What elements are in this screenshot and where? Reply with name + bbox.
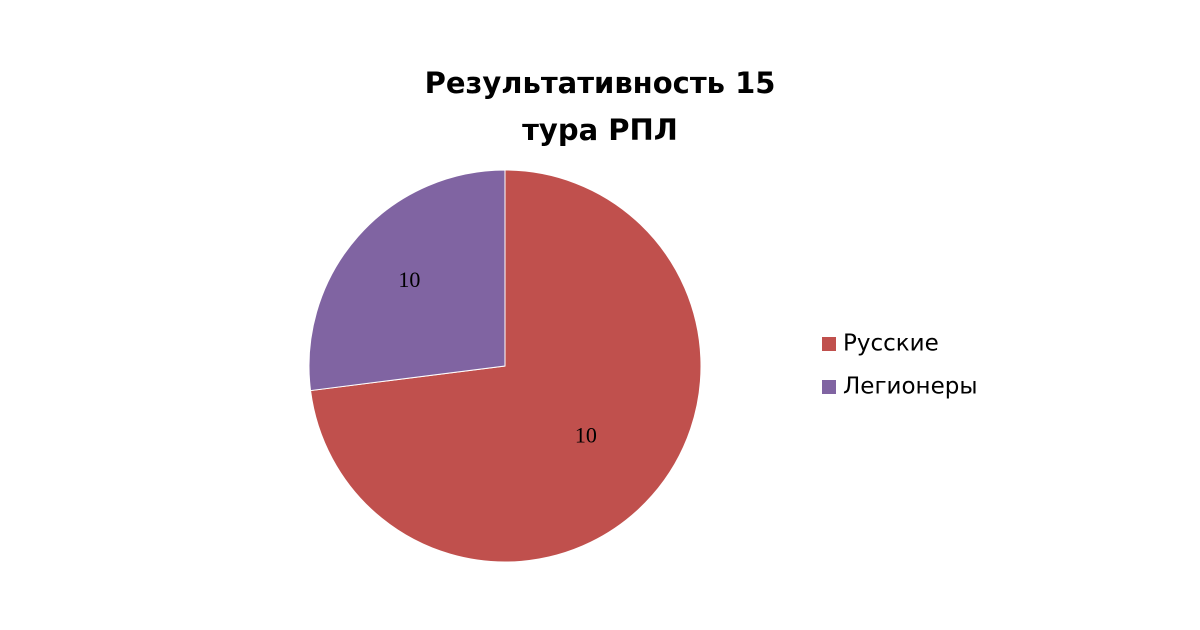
chart-title: Результативность 15 — [425, 66, 776, 100]
legend-swatch — [822, 380, 836, 394]
pie-slice — [309, 169, 702, 563]
chart-title: тура РПЛ — [522, 113, 678, 147]
legend-swatch — [822, 337, 836, 351]
legend-label: Русские — [843, 331, 939, 357]
data-label: 10 — [398, 267, 420, 292]
data-label: 10 — [575, 422, 597, 447]
pie-slice — [308, 169, 506, 392]
legend-label: Легионеры — [843, 374, 978, 400]
